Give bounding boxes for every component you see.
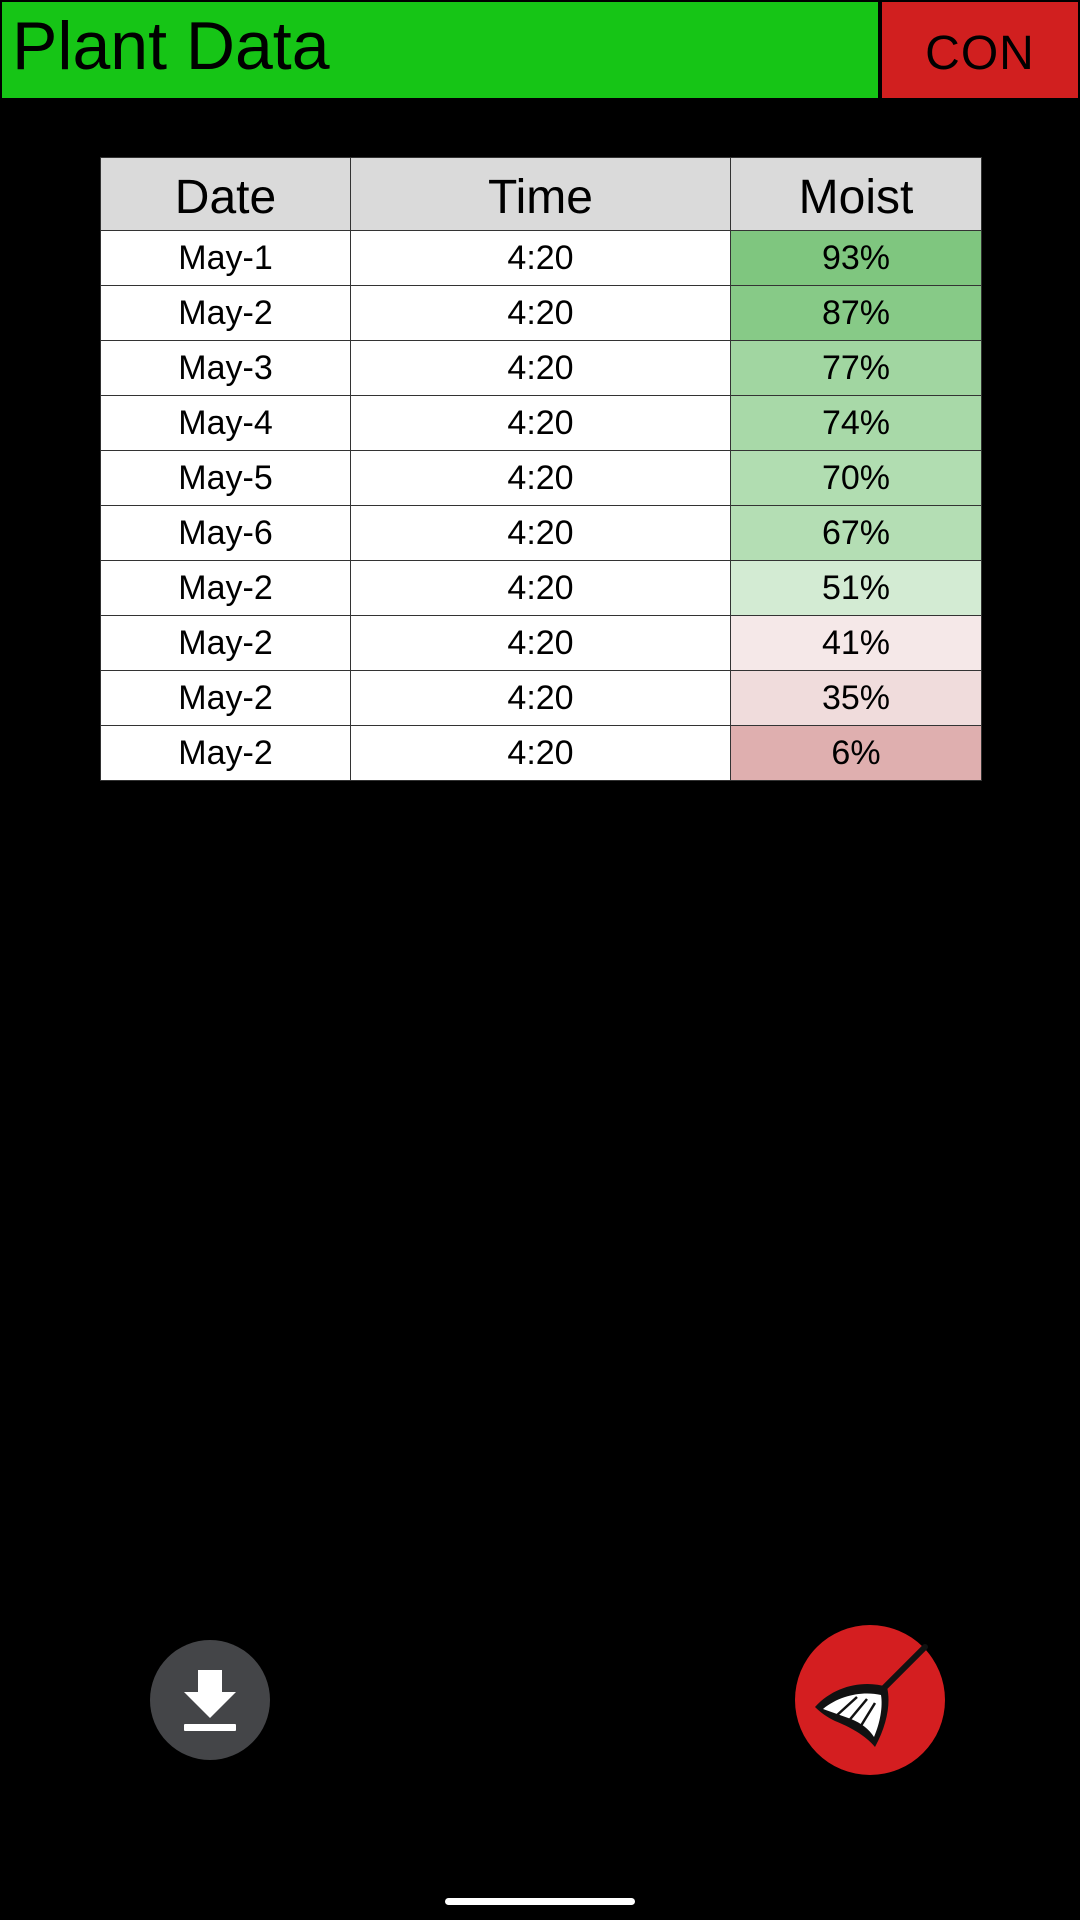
time-cell: 4:20 [350, 505, 731, 561]
date-cell: May-2 [100, 560, 351, 616]
moisture-cell: 6% [730, 725, 982, 781]
connect-button-label: CON [925, 26, 1035, 80]
page-title: Plant Data [12, 8, 330, 84]
table-row: May-6 4:20 67% [100, 505, 982, 561]
column-header-date: Date [100, 157, 351, 231]
table-row: May-2 4:20 87% [100, 285, 982, 341]
app-header: Plant Data CON [0, 0, 1080, 100]
moisture-cell: 41% [730, 615, 982, 671]
time-cell: 4:20 [350, 340, 731, 396]
title-bar: Plant Data [0, 0, 880, 100]
moisture-cell: 74% [730, 395, 982, 451]
time-cell: 4:20 [350, 670, 731, 726]
date-cell: May-2 [100, 615, 351, 671]
moisture-cell: 35% [730, 670, 982, 726]
moisture-cell: 67% [730, 505, 982, 561]
time-cell: 4:20 [350, 560, 731, 616]
connect-button[interactable]: CON [880, 0, 1080, 100]
download-icon [184, 1670, 236, 1731]
column-header-time: Time [350, 157, 731, 231]
table-row: May-4 4:20 74% [100, 395, 982, 451]
date-cell: May-6 [100, 505, 351, 561]
table-row: May-2 4:20 41% [100, 615, 982, 671]
date-cell: May-5 [100, 450, 351, 506]
moisture-cell: 70% [730, 450, 982, 506]
date-cell: May-1 [100, 230, 351, 286]
date-cell: May-3 [100, 340, 351, 396]
download-button[interactable] [150, 1640, 270, 1760]
date-cell: May-2 [100, 670, 351, 726]
time-cell: 4:20 [350, 450, 731, 506]
home-indicator[interactable] [445, 1898, 635, 1905]
time-cell: 4:20 [350, 725, 731, 781]
time-cell: 4:20 [350, 395, 731, 451]
table-row: May-2 4:20 6% [100, 725, 982, 781]
time-cell: 4:20 [350, 615, 731, 671]
table-header-row: Date Time Moist [100, 157, 982, 231]
moisture-cell: 77% [730, 340, 982, 396]
table-row: May-1 4:20 93% [100, 230, 982, 286]
table-row: May-3 4:20 77% [100, 340, 982, 396]
date-cell: May-4 [100, 395, 351, 451]
table-row: May-5 4:20 70% [100, 450, 982, 506]
plant-data-table: Date Time Moist May-1 4:20 93% May-2 4:2… [100, 157, 982, 781]
broom-icon [815, 1644, 928, 1747]
time-cell: 4:20 [350, 285, 731, 341]
clean-button[interactable] [795, 1625, 945, 1775]
table-row: May-2 4:20 51% [100, 560, 982, 616]
table-row: May-2 4:20 35% [100, 670, 982, 726]
time-cell: 4:20 [350, 230, 731, 286]
moisture-cell: 93% [730, 230, 982, 286]
column-header-moist: Moist [730, 157, 982, 231]
moisture-cell: 51% [730, 560, 982, 616]
date-cell: May-2 [100, 285, 351, 341]
moisture-cell: 87% [730, 285, 982, 341]
date-cell: May-2 [100, 725, 351, 781]
